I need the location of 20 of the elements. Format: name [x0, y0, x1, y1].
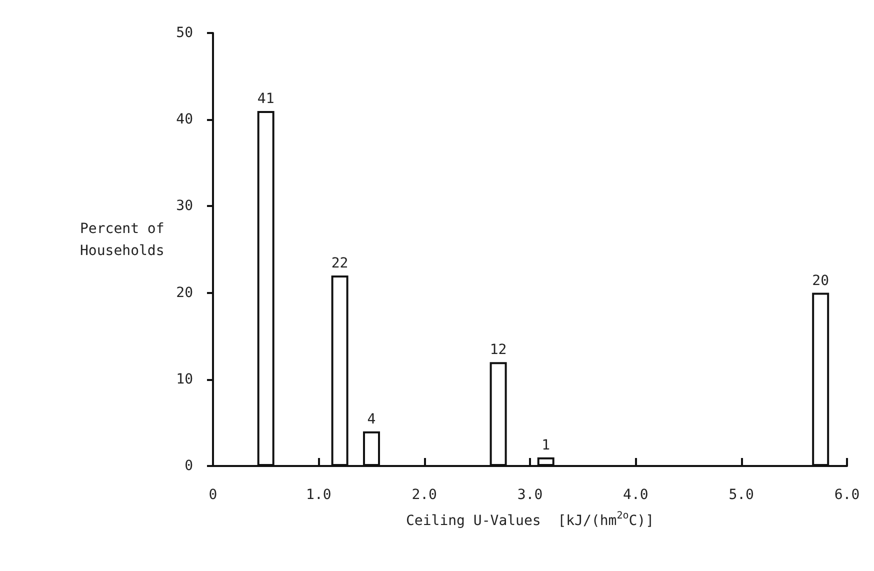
data-label: 1: [542, 437, 550, 454]
y-tick-label: 0: [184, 458, 193, 474]
data-label: 41: [257, 90, 274, 107]
y-tick-label: 50: [176, 25, 193, 41]
y-tick-label: 40: [176, 112, 193, 128]
y-tick-label: 30: [176, 198, 193, 214]
x-tick-label: 5.0: [728, 487, 754, 503]
x-tick-label: 0: [208, 487, 218, 503]
data-label: 12: [490, 342, 507, 358]
y-tick-label: 20: [176, 284, 193, 301]
data-label: 22: [331, 255, 348, 272]
data-label: 4: [367, 411, 376, 428]
y-tick-label: 10: [176, 371, 193, 388]
x-tick-label: 4.0: [623, 487, 648, 503]
data-label: 20: [812, 272, 830, 289]
x-tick-label: 1.0: [306, 487, 332, 503]
y-axis-title: Percent of Households: [80, 221, 173, 259]
x-tick-label: 3.0: [517, 487, 543, 503]
x-tick-label: 6.0: [834, 487, 860, 503]
x-tick-label: 2.0: [412, 487, 437, 503]
